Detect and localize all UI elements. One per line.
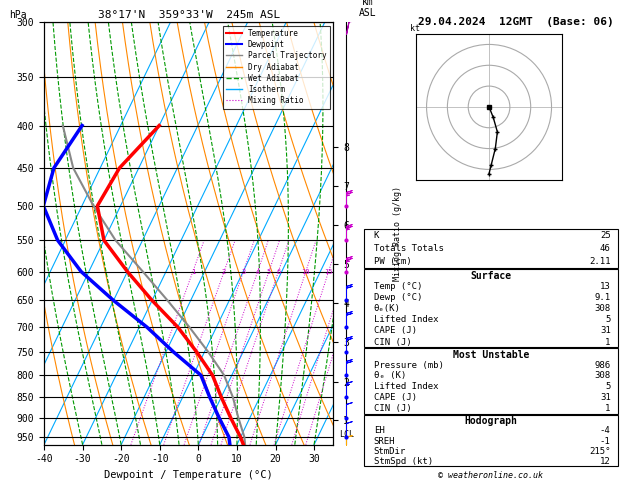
Text: Lifted Index: Lifted Index — [374, 315, 438, 324]
Text: StmDir: StmDir — [374, 447, 406, 456]
Text: 13: 13 — [600, 282, 611, 291]
Text: Surface: Surface — [470, 271, 511, 281]
Text: 986: 986 — [594, 361, 611, 369]
Text: 15: 15 — [325, 269, 333, 275]
Text: 9.1: 9.1 — [594, 293, 611, 302]
Text: LCL: LCL — [339, 430, 354, 439]
Text: 5: 5 — [605, 382, 611, 391]
Text: θₑ (K): θₑ (K) — [374, 371, 406, 381]
Text: Temp (°C): Temp (°C) — [374, 282, 422, 291]
Text: 308: 308 — [594, 371, 611, 381]
Text: K: K — [374, 231, 379, 241]
Text: Mixing Ratio (g/kg): Mixing Ratio (g/kg) — [392, 186, 401, 281]
Text: hPa: hPa — [9, 10, 27, 20]
Text: 5: 5 — [605, 315, 611, 324]
Text: 1: 1 — [605, 338, 611, 347]
Text: CIN (J): CIN (J) — [374, 338, 411, 347]
Text: Hodograph: Hodograph — [464, 416, 518, 426]
Text: Totals Totals: Totals Totals — [374, 244, 443, 253]
Text: 2: 2 — [222, 269, 226, 275]
X-axis label: Dewpoint / Temperature (°C): Dewpoint / Temperature (°C) — [104, 470, 273, 480]
Text: kt: kt — [410, 24, 420, 33]
Text: 215°: 215° — [589, 447, 611, 456]
Text: 1: 1 — [605, 404, 611, 413]
Text: -1: -1 — [600, 436, 611, 446]
Text: 4: 4 — [255, 269, 260, 275]
Text: EH: EH — [374, 426, 384, 435]
Text: 6: 6 — [276, 269, 281, 275]
Text: 10: 10 — [301, 269, 310, 275]
Legend: Temperature, Dewpoint, Parcel Trajectory, Dry Adiabat, Wet Adiabat, Isotherm, Mi: Temperature, Dewpoint, Parcel Trajectory… — [223, 26, 330, 108]
Title: 38°17'N  359°33'W  245m ASL: 38°17'N 359°33'W 245m ASL — [97, 10, 280, 20]
Text: Dewp (°C): Dewp (°C) — [374, 293, 422, 302]
Text: km
ASL: km ASL — [359, 0, 377, 17]
Text: CAPE (J): CAPE (J) — [374, 393, 417, 402]
Text: Pressure (mb): Pressure (mb) — [374, 361, 443, 369]
Text: 3: 3 — [242, 269, 245, 275]
Text: PW (cm): PW (cm) — [374, 257, 411, 266]
Text: SREH: SREH — [374, 436, 395, 446]
Text: 5: 5 — [267, 269, 271, 275]
Text: 31: 31 — [600, 327, 611, 335]
Text: 46: 46 — [600, 244, 611, 253]
Text: StmSpd (kt): StmSpd (kt) — [374, 457, 433, 466]
Text: 12: 12 — [600, 457, 611, 466]
Text: Most Unstable: Most Unstable — [453, 349, 529, 360]
Text: CIN (J): CIN (J) — [374, 404, 411, 413]
Text: CAPE (J): CAPE (J) — [374, 327, 417, 335]
Text: 25: 25 — [600, 231, 611, 241]
Text: 1: 1 — [191, 269, 195, 275]
Text: 31: 31 — [600, 393, 611, 402]
Text: Lifted Index: Lifted Index — [374, 382, 438, 391]
Text: 308: 308 — [594, 304, 611, 313]
Text: 29.04.2024  12GMT  (Base: 06): 29.04.2024 12GMT (Base: 06) — [418, 17, 614, 27]
Text: 2.11: 2.11 — [589, 257, 611, 266]
Text: -4: -4 — [600, 426, 611, 435]
Text: © weatheronline.co.uk: © weatheronline.co.uk — [438, 471, 543, 480]
Text: θₑ(K): θₑ(K) — [374, 304, 401, 313]
